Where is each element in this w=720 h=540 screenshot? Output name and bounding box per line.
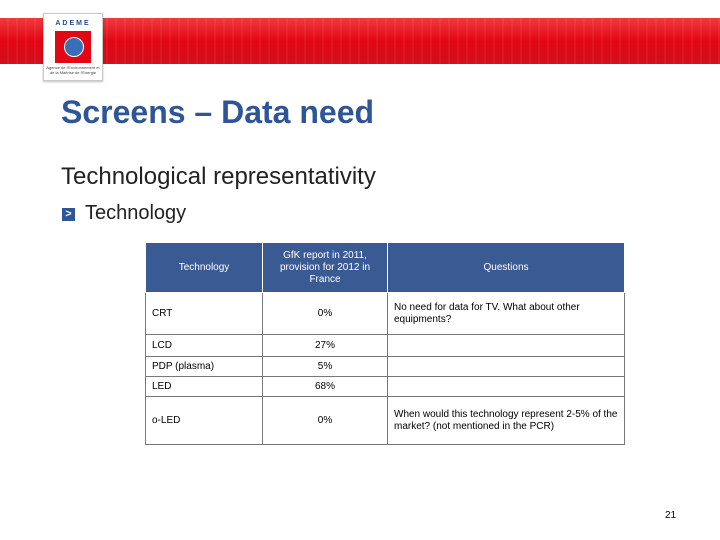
cell-question [387, 376, 625, 397]
cell-question: When would this technology represent 2-5… [387, 396, 625, 445]
table-row: CRT 0% No need for data for TV. What abo… [145, 292, 625, 335]
slide-title: Screens – Data need [61, 94, 375, 130]
globe-icon [64, 37, 84, 57]
table-row: LCD 27% [145, 334, 625, 357]
column-header-questions: Questions [387, 242, 625, 293]
cell-technology: CRT [145, 292, 263, 335]
data-table: Technology GfK report in 2011, provision… [145, 242, 625, 445]
slide-subtitle: Technological representativity [61, 163, 376, 190]
logo-mark [55, 31, 91, 63]
cell-technology: PDP (plasma) [145, 356, 263, 377]
table-row: LED 68% [145, 376, 625, 397]
cell-share: 68% [262, 376, 388, 397]
column-header-gfk: GfK report in 2011, provision for 2012 i… [262, 242, 388, 293]
chevron-right-icon: > [62, 208, 75, 221]
logo-name: ADEME [55, 20, 91, 27]
header-band [0, 18, 720, 64]
cell-technology: LCD [145, 334, 263, 357]
table-row: PDP (plasma) 5% [145, 356, 625, 377]
header-band-texture [0, 18, 720, 64]
table-row: o-LED 0% When would this technology repr… [145, 396, 625, 445]
cell-share: 5% [262, 356, 388, 377]
cell-question [387, 356, 625, 377]
ademe-logo: ADEME Agence de l'Environnement et de la… [43, 13, 103, 81]
bullet-text: Technology [85, 202, 187, 224]
logo-tagline: Agence de l'Environnement et de la Maîtr… [46, 65, 100, 75]
cell-question [387, 334, 625, 357]
table-header-row: Technology GfK report in 2011, provision… [145, 242, 625, 293]
cell-technology: o-LED [145, 396, 263, 445]
cell-share: 0% [262, 396, 388, 445]
cell-technology: LED [145, 376, 263, 397]
cell-share: 27% [262, 334, 388, 357]
cell-question: No need for data for TV. What about othe… [387, 292, 625, 335]
cell-share: 0% [262, 292, 388, 335]
column-header-technology: Technology [145, 242, 263, 293]
page-number: 21 [665, 510, 677, 521]
